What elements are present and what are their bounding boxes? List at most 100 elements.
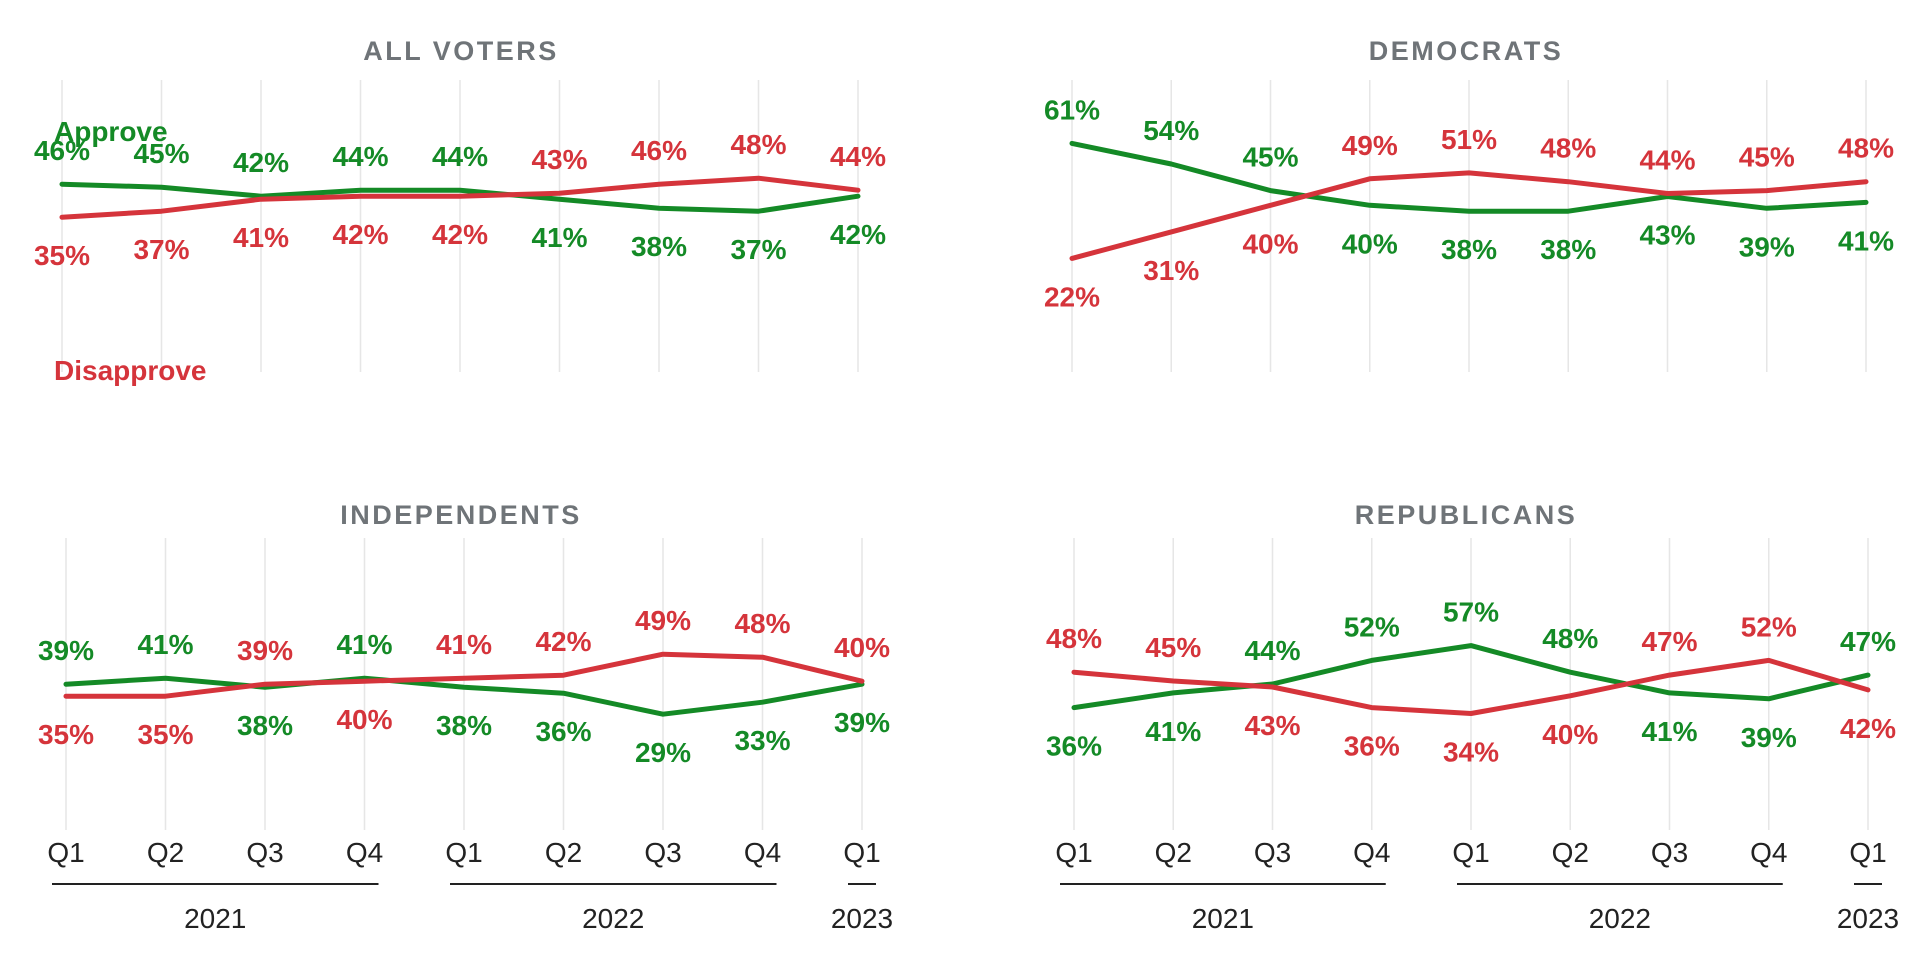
data-label-disapprove: 48%: [734, 608, 790, 639]
data-label-approve: 41%: [1641, 716, 1697, 747]
data-label-approve: 41%: [1145, 716, 1201, 747]
data-label-disapprove: 39%: [237, 635, 293, 666]
data-label-approve: 36%: [1046, 731, 1102, 762]
series-line-approve: [59, 181, 861, 214]
data-label-disapprove: 35%: [137, 719, 193, 750]
data-label-disapprove: 48%: [1838, 133, 1894, 164]
data-label-approve: 46%: [34, 135, 90, 166]
data-label-approve: 39%: [1739, 231, 1795, 262]
data-label-approve: 41%: [336, 629, 392, 660]
series-line-approve: [1069, 140, 1869, 214]
data-label-disapprove: 45%: [1145, 632, 1201, 663]
data-label-disapprove: 45%: [1739, 142, 1795, 173]
data-label-disapprove: 48%: [1046, 623, 1102, 654]
year-label: 2023: [831, 903, 893, 934]
x-tick-label: Q3: [1651, 837, 1688, 868]
data-label-disapprove: 42%: [535, 626, 591, 657]
x-tick-label: Q1: [47, 837, 84, 868]
data-label-approve: 39%: [38, 635, 94, 666]
data-label-disapprove: 47%: [1641, 626, 1697, 657]
data-label-approve: 38%: [436, 710, 492, 741]
data-label-approve: 45%: [133, 138, 189, 169]
x-tick-label: Q1: [1452, 837, 1489, 868]
x-tick-label: Q3: [644, 837, 681, 868]
data-label-approve: 45%: [1242, 142, 1298, 173]
x-tick-label: Q2: [1552, 837, 1589, 868]
data-label-approve: 41%: [1838, 225, 1894, 256]
x-tick-label: Q3: [246, 837, 283, 868]
data-label-approve: 44%: [332, 141, 388, 172]
data-label-approve: 41%: [531, 222, 587, 253]
x-tick-label: Q4: [1353, 837, 1390, 868]
data-label-disapprove: 42%: [1840, 713, 1896, 744]
data-label-disapprove: 48%: [1540, 133, 1596, 164]
x-tick-label: Q2: [545, 837, 582, 868]
year-label: 2022: [1589, 903, 1651, 934]
data-label-disapprove: 44%: [1639, 145, 1695, 176]
x-tick-label: Q1: [1849, 837, 1886, 868]
panel-title: ALL VOTERS: [363, 36, 559, 66]
data-label-approve: 43%: [1639, 219, 1695, 250]
data-label-disapprove: 49%: [1342, 130, 1398, 161]
data-label-disapprove: 40%: [1242, 228, 1298, 259]
x-tick-label: Q2: [147, 837, 184, 868]
data-label-disapprove: 41%: [436, 629, 492, 660]
legend-approve: Approve: [54, 116, 168, 147]
data-label-disapprove: 48%: [730, 129, 786, 160]
data-label-disapprove: 43%: [531, 144, 587, 175]
data-label-approve: 37%: [730, 234, 786, 265]
legend-disapprove: Disapprove: [54, 355, 207, 386]
data-label-approve: 36%: [535, 716, 591, 747]
x-tick-label: Q4: [744, 837, 781, 868]
data-label-disapprove: 35%: [34, 240, 90, 271]
data-label-disapprove: 52%: [1741, 611, 1797, 642]
data-label-approve: 29%: [635, 737, 691, 768]
x-tick-label: Q4: [1750, 837, 1787, 868]
series-line-disapprove: [1071, 657, 1871, 716]
data-label-approve: 54%: [1143, 115, 1199, 146]
data-label-approve: 38%: [1540, 234, 1596, 265]
x-tick-label: Q1: [843, 837, 880, 868]
data-label-approve: 40%: [1342, 228, 1398, 259]
data-label-approve: 44%: [432, 141, 488, 172]
data-label-disapprove: 42%: [432, 219, 488, 250]
data-label-approve: 61%: [1044, 94, 1100, 125]
data-label-approve: 33%: [734, 725, 790, 756]
data-label-disapprove: 51%: [1441, 124, 1497, 155]
data-label-approve: 39%: [834, 707, 890, 738]
panel-title: REPUBLICANS: [1355, 500, 1578, 530]
data-label-approve: 48%: [1542, 623, 1598, 654]
x-tick-label: Q3: [1254, 837, 1291, 868]
series-line-approve: [63, 675, 865, 717]
data-label-approve: 38%: [631, 231, 687, 262]
panel-title: DEMOCRATS: [1369, 36, 1564, 66]
series-line-approve: [1071, 643, 1871, 711]
series-line-disapprove: [59, 175, 861, 220]
year-label: 2021: [1192, 903, 1254, 934]
x-tick-label: Q1: [445, 837, 482, 868]
data-label-disapprove: 44%: [830, 141, 886, 172]
data-label-approve: 44%: [1244, 635, 1300, 666]
data-label-disapprove: 40%: [336, 704, 392, 735]
series-line-disapprove: [1069, 170, 1869, 261]
data-label-disapprove: 37%: [133, 234, 189, 265]
data-label-approve: 57%: [1443, 597, 1499, 628]
data-label-approve: 38%: [1441, 234, 1497, 265]
data-label-disapprove: 22%: [1044, 281, 1100, 312]
year-label: 2022: [582, 903, 644, 934]
data-label-approve: 38%: [237, 710, 293, 741]
data-label-disapprove: 41%: [233, 222, 289, 253]
data-label-approve: 42%: [233, 147, 289, 178]
data-label-disapprove: 35%: [38, 719, 94, 750]
x-tick-label: Q2: [1155, 837, 1192, 868]
data-label-disapprove: 42%: [332, 219, 388, 250]
data-label-disapprove: 40%: [834, 632, 890, 663]
series-line-disapprove: [63, 651, 865, 699]
year-label: 2021: [184, 903, 246, 934]
x-tick-label: Q1: [1055, 837, 1092, 868]
data-label-disapprove: 46%: [631, 135, 687, 166]
data-label-disapprove: 43%: [1244, 710, 1300, 741]
x-tick-label: Q4: [346, 837, 383, 868]
data-label-disapprove: 49%: [635, 605, 691, 636]
